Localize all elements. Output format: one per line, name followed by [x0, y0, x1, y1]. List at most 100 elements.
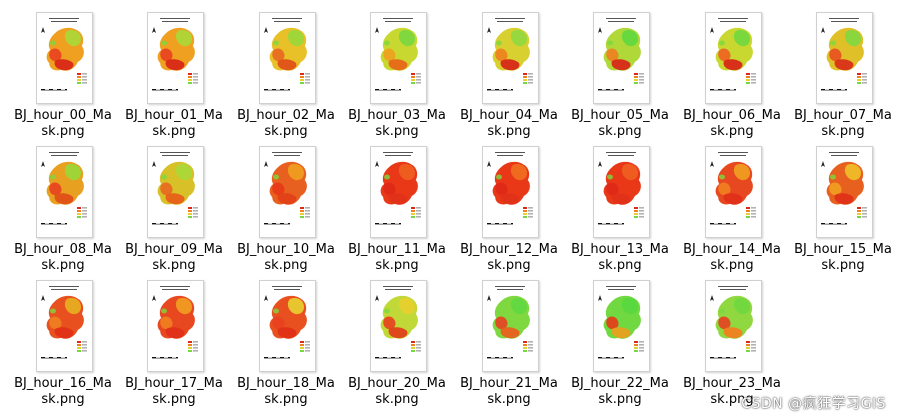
scale-bar-segment	[268, 357, 272, 358]
legend-swatch	[523, 350, 527, 352]
north-arrow-icon	[152, 161, 156, 167]
legend-label-line	[639, 213, 644, 215]
file-item[interactable]: BJ_hour_16_Ma sk.png	[13, 280, 113, 412]
legend-label-line	[305, 344, 310, 346]
legend-swatch	[300, 344, 304, 346]
file-item[interactable]: BJ_hour_18_Ma sk.png	[236, 280, 336, 412]
legend-swatch	[300, 73, 304, 75]
file-item[interactable]: BJ_hour_00_Ma sk.png	[13, 12, 113, 144]
file-item[interactable]: BJ_hour_21_Ma sk.png	[459, 280, 559, 412]
map-region	[611, 59, 631, 71]
legend-label-line	[639, 73, 644, 75]
file-name: BJ_hour_18_Ma sk.png	[236, 376, 336, 408]
image-thumbnail	[36, 12, 93, 104]
map-title-line	[495, 18, 525, 19]
legend-label-line	[82, 341, 87, 343]
file-item[interactable]: BJ_hour_02_Ma sk.png	[236, 12, 336, 144]
file-item[interactable]: BJ_hour_01_Ma sk.png	[124, 12, 224, 144]
file-item[interactable]: BJ_hour_22_Ma sk.png	[570, 280, 670, 412]
scale-bar-segment	[45, 89, 49, 90]
map-region	[161, 174, 167, 180]
file-name: BJ_hour_05_Ma sk.png	[570, 108, 670, 140]
file-name-line-2: sk.png	[598, 392, 642, 407]
file-name-line-2: sk.png	[41, 124, 85, 139]
map-title-line	[829, 152, 859, 153]
map-title-line	[385, 21, 411, 22]
scale-bar-segment	[841, 223, 845, 224]
scale-bar-segment	[618, 223, 622, 224]
file-item[interactable]: BJ_hour_03_Ma sk.png	[347, 12, 447, 144]
file-item[interactable]: BJ_hour_23_Ma sk.png	[682, 280, 782, 412]
map-title-line	[162, 155, 188, 156]
legend-swatch	[857, 76, 861, 78]
legend-label-line	[82, 216, 87, 218]
file-item[interactable]: BJ_hour_15_Ma sk.png	[793, 146, 893, 278]
legend-swatch	[746, 350, 750, 352]
legend-label-line	[862, 76, 867, 78]
scale-bar-segment	[276, 223, 280, 224]
legend-swatch	[188, 79, 192, 81]
map-title-line	[274, 155, 300, 156]
map-title-line	[497, 155, 523, 156]
legend-swatch	[77, 73, 81, 75]
file-item[interactable]: BJ_hour_10_Ma sk.png	[236, 146, 336, 278]
map-region	[398, 29, 415, 47]
legend-swatch	[411, 79, 415, 81]
file-item[interactable]: BJ_hour_12_Ma sk.png	[459, 146, 559, 278]
map-title-line	[274, 21, 300, 22]
map-region	[54, 193, 74, 205]
map-region	[273, 308, 279, 314]
north-arrow-icon	[487, 161, 491, 167]
legend-label-line	[751, 341, 756, 343]
legend-label-line	[193, 344, 198, 346]
legend-label-line	[528, 82, 533, 84]
map-region	[723, 193, 743, 205]
map-title-line	[272, 286, 302, 287]
file-name-line-2: sk.png	[821, 258, 865, 273]
map-region	[272, 316, 285, 330]
map-title-line	[606, 152, 636, 153]
legend-swatch	[300, 350, 304, 352]
file-name-line-2: sk.png	[598, 258, 642, 273]
file-item[interactable]: BJ_hour_06_Ma sk.png	[682, 12, 782, 144]
map-title-line	[49, 18, 79, 19]
legend-swatch	[634, 341, 638, 343]
legend-label-line	[305, 73, 310, 75]
map-region	[607, 40, 613, 46]
legend-label-line	[862, 210, 867, 212]
file-item[interactable]: BJ_hour_09_Ma sk.png	[124, 146, 224, 278]
map-preview-icon	[264, 152, 310, 225]
legend-label-line	[305, 350, 310, 352]
file-item[interactable]: BJ_hour_17_Ma sk.png	[124, 280, 224, 412]
map-title-line	[829, 18, 859, 19]
file-item[interactable]: BJ_hour_08_Ma sk.png	[13, 146, 113, 278]
scale-bar-segment	[164, 223, 168, 224]
legend-swatch	[634, 213, 638, 215]
file-item[interactable]: BJ_hour_20_Ma sk.png	[347, 280, 447, 412]
file-item[interactable]: BJ_hour_14_Ma sk.png	[682, 146, 782, 278]
file-name: BJ_hour_15_Ma sk.png	[793, 242, 893, 274]
scale-bar-segment	[491, 223, 495, 224]
image-thumbnail	[705, 280, 762, 372]
map-region	[287, 163, 304, 181]
image-thumbnail	[147, 12, 204, 104]
map-region	[64, 163, 81, 181]
image-thumbnail	[259, 280, 316, 372]
file-item[interactable]: BJ_hour_13_Ma sk.png	[570, 146, 670, 278]
scale-bar-segment	[507, 357, 511, 358]
file-item[interactable]: BJ_hour_07_Ma sk.png	[793, 12, 893, 144]
file-name-line-2: sk.png	[487, 392, 531, 407]
legend-swatch	[746, 73, 750, 75]
map-preview-icon	[598, 18, 644, 91]
map-region	[500, 59, 520, 71]
file-item[interactable]: BJ_hour_05_Ma sk.png	[570, 12, 670, 144]
file-name: BJ_hour_11_Ma sk.png	[347, 242, 447, 274]
file-item[interactable]: BJ_hour_11_Ma sk.png	[347, 146, 447, 278]
file-item[interactable]: BJ_hour_04_Ma sk.png	[459, 12, 559, 144]
image-thumbnail	[593, 146, 650, 238]
scale-bar-segment	[610, 223, 614, 224]
legend-swatch	[411, 216, 415, 218]
file-name-line-1: BJ_hour_02_Ma	[237, 108, 335, 123]
legend-swatch	[188, 76, 192, 78]
map-title-line	[51, 21, 77, 22]
